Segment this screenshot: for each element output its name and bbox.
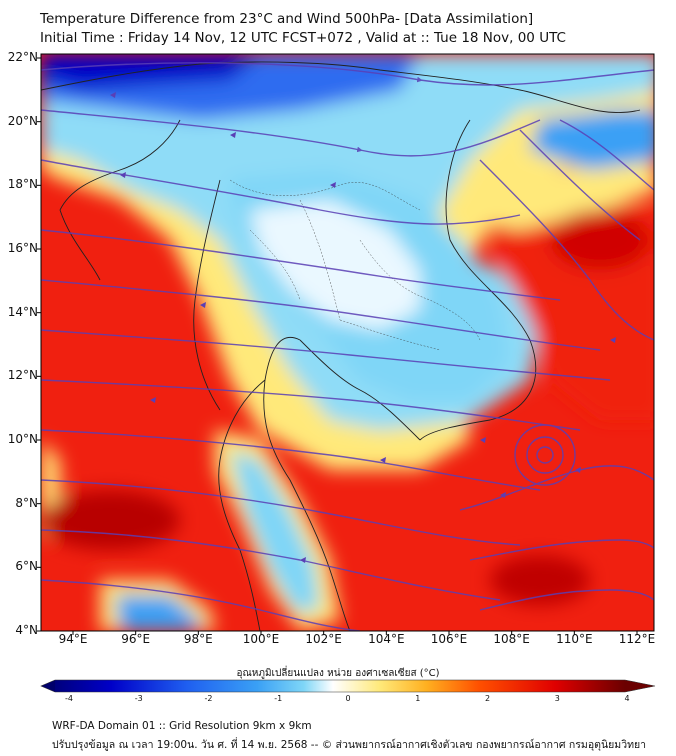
- colorbar-tick-label: 1: [415, 694, 421, 703]
- axis-ticks: [37, 57, 638, 635]
- colorbar-title: อุณหภูมิเปลี่ยนแปลง หน่วย องศาเซลเซียส (…: [236, 668, 440, 679]
- longitude-label: 100°E: [242, 632, 280, 646]
- colorbar-tick-label: -3: [134, 694, 143, 703]
- coastlines: [41, 61, 641, 631]
- colorbar-tick-label: -1: [274, 694, 283, 703]
- colorbar-tick-label: 4: [624, 694, 630, 703]
- latitude-label: 16°N: [7, 241, 38, 255]
- footer-model-info: WRF-DA Domain 01 :: Grid Resolution 9km …: [52, 720, 312, 732]
- longitude-label: 112°E: [618, 632, 656, 646]
- colorbar-tick-label: -4: [65, 694, 73, 703]
- latitude-label: 4°N: [15, 623, 38, 637]
- latitude-label: 20°N: [7, 113, 38, 128]
- longitude-label: 98°E: [183, 632, 213, 646]
- latitude-label: 8°N: [15, 495, 38, 510]
- map-title: Temperature Difference from 23°C and Win…: [40, 11, 534, 27]
- longitude-label: 102°E: [305, 632, 342, 646]
- wind-streamlines: [41, 62, 654, 631]
- colorbar-tick-label: 0: [345, 694, 351, 703]
- footer-credit: ปรับปรุงข้อมูล ณ เวลา 19:00น. วัน ศ. ที่…: [52, 739, 647, 751]
- colorbar-tick-label: 3: [554, 694, 560, 703]
- longitude-label: 106°E: [430, 632, 468, 646]
- latitude-label: 10°N: [7, 432, 38, 446]
- longitude-label: 104°E: [368, 632, 405, 646]
- longitude-label: 110°E: [556, 632, 593, 646]
- longitude-label: 94°E: [58, 632, 88, 646]
- latitude-label: 22°N: [7, 50, 38, 64]
- map-frame: [40, 53, 655, 632]
- longitude-label: 108°E: [493, 632, 530, 646]
- colorbar: [40, 679, 656, 693]
- latitude-label: 6°N: [15, 559, 38, 574]
- latitude-label: 12°N: [7, 368, 38, 383]
- streamline-arrows: [110, 92, 616, 563]
- colorbar-tick-label: 2: [484, 694, 491, 703]
- latitude-label: 14°N: [7, 304, 38, 319]
- longitude-label: 96°E: [121, 632, 151, 646]
- colorbar-tick-label: -2: [204, 694, 213, 703]
- latitude-label: 18°N: [7, 177, 38, 192]
- temperature-field: [41, 54, 654, 631]
- map-subtitle: Initial Time : Friday 14 Nov, 12 UTC FCS…: [40, 30, 566, 46]
